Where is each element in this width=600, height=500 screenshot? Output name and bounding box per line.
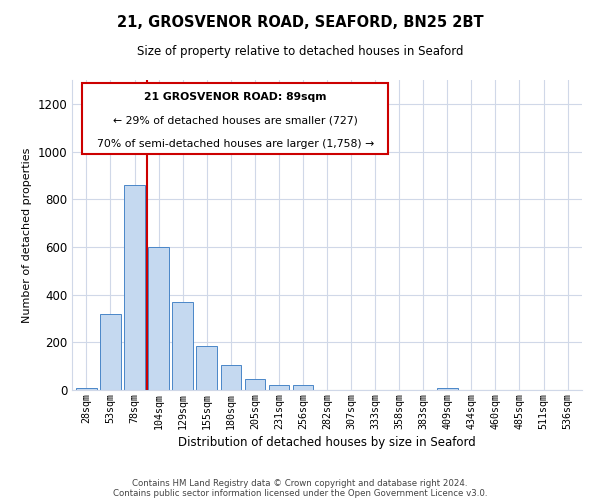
Bar: [437, 388, 458, 390]
Bar: [221, 365, 241, 390]
Bar: [124, 185, 145, 390]
Bar: [245, 379, 265, 390]
Text: Contains HM Land Registry data © Crown copyright and database right 2024.: Contains HM Land Registry data © Crown c…: [132, 478, 468, 488]
Text: Contains public sector information licensed under the Open Government Licence v3: Contains public sector information licen…: [113, 488, 487, 498]
Bar: [76, 388, 97, 390]
Text: 21, GROSVENOR ROAD, SEAFORD, BN25 2BT: 21, GROSVENOR ROAD, SEAFORD, BN25 2BT: [116, 15, 484, 30]
Bar: [196, 346, 217, 390]
Text: 70% of semi-detached houses are larger (1,758) →: 70% of semi-detached houses are larger (…: [97, 139, 374, 149]
Bar: [100, 314, 121, 390]
Text: 21 GROSVENOR ROAD: 89sqm: 21 GROSVENOR ROAD: 89sqm: [144, 92, 326, 102]
Text: ← 29% of detached houses are smaller (727): ← 29% of detached houses are smaller (72…: [113, 116, 358, 126]
Bar: [148, 247, 169, 390]
X-axis label: Distribution of detached houses by size in Seaford: Distribution of detached houses by size …: [178, 436, 476, 448]
Y-axis label: Number of detached properties: Number of detached properties: [22, 148, 32, 322]
Bar: [293, 385, 313, 390]
Bar: [172, 302, 193, 390]
Bar: [269, 385, 289, 390]
Text: Size of property relative to detached houses in Seaford: Size of property relative to detached ho…: [137, 45, 463, 58]
FancyBboxPatch shape: [82, 83, 388, 154]
